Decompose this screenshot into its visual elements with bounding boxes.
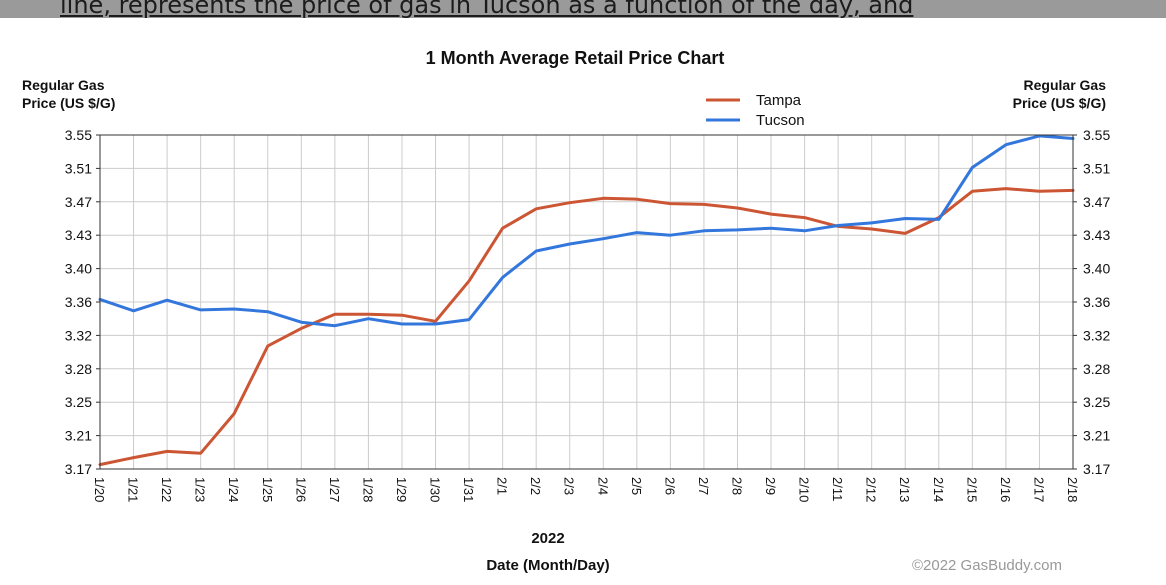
x-tick-label: 2/7: [696, 477, 711, 495]
left-axis-label-line1: Regular Gas: [22, 77, 105, 93]
x-tick-label: 1/24: [226, 477, 241, 502]
x-tick-label: 2/2: [528, 477, 543, 495]
top-caption-text: line, represents the price of gas in Tuc…: [60, 0, 914, 18]
x-tick-label: 1/30: [428, 477, 443, 502]
series-line-tampa: [98, 187, 1075, 467]
x-axis-year-label: 2022: [531, 530, 564, 547]
x-tick-label: 2/4: [595, 477, 610, 495]
chart-title: 1 Month Average Retail Price Chart: [426, 48, 725, 68]
y-tick-label-left: 3.51: [65, 160, 92, 176]
x-tick-label: 1/26: [293, 477, 308, 502]
plot-area-frame: [99, 134, 1074, 470]
y-tick-label-right: 3.55: [1083, 127, 1110, 143]
price-chart-svg: 1 Month Average Retail Price Chart Regul…: [0, 27, 1166, 580]
legend-label-tucson: Tucson: [756, 112, 805, 129]
x-tick-label: 1/23: [193, 477, 208, 502]
left-axis-label-line2: Price (US $/G): [22, 95, 115, 111]
y-tick-label-left: 3.43: [65, 227, 92, 243]
x-tick-label: 1/29: [394, 477, 409, 502]
x-tick-label: 2/14: [931, 477, 946, 502]
x-tick-label: 1/20: [92, 477, 107, 502]
y-tick-label-right: 3.32: [1083, 327, 1110, 343]
y-tick-label-left: 3.21: [65, 428, 92, 444]
x-tick-label: 2/18: [1065, 477, 1080, 502]
gasbuddy-credit: ©2022 GasBuddy.com: [912, 557, 1062, 574]
x-axis-title: Date (Month/Day): [486, 557, 609, 574]
y-tick-label-right: 3.40: [1083, 261, 1110, 277]
x-tick-label: 2/10: [797, 477, 812, 502]
x-tick-label: 1/27: [327, 477, 342, 502]
y-tick-label-left: 3.36: [65, 294, 92, 310]
x-tick-label: 1/21: [126, 477, 141, 502]
x-tick-label: 2/17: [1031, 477, 1046, 502]
y-tick-label-left: 3.47: [65, 194, 92, 210]
y-tick-label-left: 3.17: [65, 461, 92, 477]
y-axis-right-ticks: 3.17 3.21 3.25 3.28 3.32 3.36 3.40 3.43 3.47 3.51…: [1073, 127, 1110, 477]
y-tick-label-left: 3.25: [65, 394, 92, 410]
y-tick-label-right: 3.47: [1083, 194, 1110, 210]
x-tick-label: 2/9: [763, 477, 778, 495]
x-tick-label: 2/6: [662, 477, 677, 495]
x-tick-label: 1/28: [360, 477, 375, 502]
x-tick-label: 2/8: [729, 477, 744, 495]
y-tick-label-left: 3.32: [65, 327, 92, 343]
y-axis-left-ticks: 3.17 3.21 3.25 3.28 3.32 3.36 3.40 3.43 3.47 3.51…: [65, 127, 100, 477]
right-axis-label-line1: Regular Gas: [1024, 77, 1107, 93]
series-lines: [98, 134, 1075, 467]
x-axis-ticks: 1/20 1/21 1/22 1/23 1/24 1/25 1/26 1/27 1/28 1/29…: [92, 477, 1080, 502]
series-line-tucson: [98, 134, 1075, 328]
x-tick-label: 2/5: [629, 477, 644, 495]
y-tick-label-right: 3.36: [1083, 294, 1110, 310]
legend-label-tampa: Tampa: [756, 92, 802, 109]
y-tick-label-left: 3.28: [65, 361, 92, 377]
chart-background: [0, 27, 1166, 580]
y-tick-label-right: 3.43: [1083, 227, 1110, 243]
y-tick-label-right: 3.28: [1083, 361, 1110, 377]
x-tick-label: 1/22: [159, 477, 174, 502]
x-tick-label: 2/15: [964, 477, 979, 502]
y-tick-label-right: 3.51: [1083, 160, 1110, 176]
price-chart: 1 Month Average Retail Price Chart Regul…: [0, 27, 1166, 580]
legend: Tampa Tucson: [706, 92, 805, 129]
y-tick-label-left: 3.40: [65, 261, 92, 277]
top-text-strip: line, represents the price of gas in Tuc…: [0, 0, 1166, 18]
x-tick-label: 1/31: [461, 477, 476, 502]
y-tick-label-left: 3.55: [65, 127, 92, 143]
right-axis-label-line2: Price (US $/G): [1013, 95, 1106, 111]
y-tick-label-right: 3.17: [1083, 461, 1110, 477]
x-tick-label: 2/11: [830, 477, 845, 501]
y-tick-label-right: 3.21: [1083, 428, 1110, 444]
x-tick-label: 2/3: [562, 477, 577, 495]
y-tick-label-right: 3.25: [1083, 394, 1110, 410]
x-tick-label: 2/1: [495, 477, 510, 495]
x-tick-label: 2/13: [897, 477, 912, 502]
x-tick-label: 2/12: [864, 477, 879, 502]
x-tick-label: 1/25: [260, 477, 275, 502]
x-tick-label: 2/16: [998, 477, 1013, 502]
